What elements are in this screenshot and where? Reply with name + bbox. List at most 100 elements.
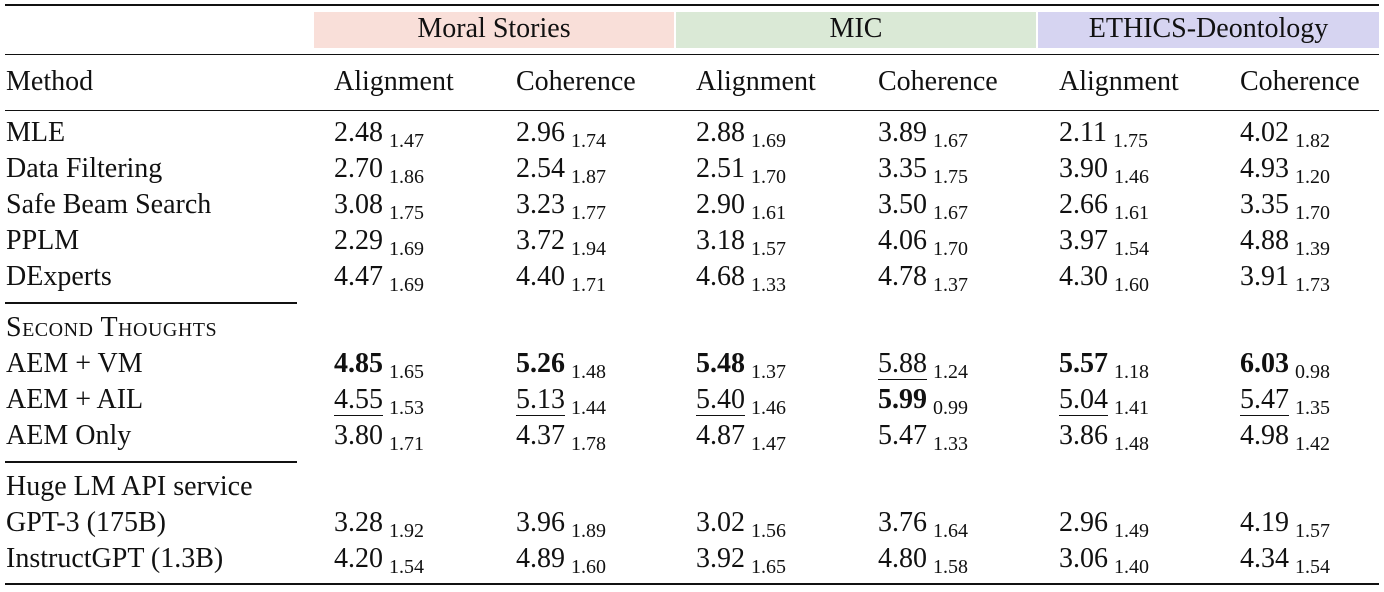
score-std: 1.47 [389,130,424,152]
score-std: 1.33 [933,433,968,455]
score-mean: 2.29 [334,225,383,256]
score-cell: 3.72 1.94 [516,223,606,261]
score-cell: 5.04 1.41 [1059,382,1149,420]
score-cell: 4.93 1.20 [1240,151,1330,189]
method-name-pplm: PPLM [6,225,80,256]
score-mean: 3.89 [878,117,927,148]
score-cell: 3.89 1.67 [878,115,968,153]
score-cell: 2.51 1.70 [696,151,786,189]
column-header-rule [5,110,1379,111]
score-mean: 6.03 [1240,348,1289,379]
score-mean: 3.08 [334,189,383,220]
score-cell: 4.06 1.70 [878,223,968,261]
score-std: 1.46 [751,397,786,419]
score-mean: 4.37 [516,420,565,451]
score-std: 1.60 [1114,274,1149,296]
score-std: 1.74 [571,130,606,152]
score-cell: 4.85 1.65 [334,346,424,384]
score-mean: 4.20 [334,543,383,574]
score-mean: 3.50 [878,189,927,220]
score-cell: 2.11 1.75 [1059,115,1148,153]
score-cell: 4.34 1.54 [1240,541,1330,579]
score-mean: 5.40 [696,384,745,416]
score-mean: 4.78 [878,261,927,292]
score-cell: 3.92 1.65 [696,541,786,579]
score-cell: 5.47 1.35 [1240,382,1330,420]
column-header-coherence: Coherence [516,66,636,97]
score-mean: 5.26 [516,348,565,379]
score-std: 1.18 [1114,361,1149,383]
score-mean: 3.02 [696,507,745,538]
score-cell: 3.50 1.67 [878,187,968,225]
score-cell: 4.37 1.78 [516,418,606,456]
score-std: 1.42 [1295,433,1330,455]
score-cell: 2.54 1.87 [516,151,606,189]
score-cell: 4.68 1.33 [696,259,786,297]
score-cell: 5.26 1.48 [516,346,606,384]
score-std: 1.82 [1295,130,1330,152]
score-cell: 3.28 1.92 [334,505,424,543]
score-std: 1.67 [933,202,968,224]
score-mean: 2.11 [1059,117,1107,148]
column-header-method: Method [6,66,94,97]
score-std: 1.71 [389,433,424,455]
score-cell: 2.48 1.47 [334,115,424,153]
score-cell: 4.80 1.58 [878,541,968,579]
score-std: 1.69 [751,130,786,152]
score-mean: 4.88 [1240,225,1289,256]
score-std: 1.75 [933,166,968,188]
method-name-dexperts: DExperts [6,261,112,292]
score-mean: 2.54 [516,153,565,184]
score-std: 1.94 [571,238,606,260]
score-mean: 2.51 [696,153,745,184]
score-std: 1.64 [933,520,968,542]
score-cell: 3.08 1.75 [334,187,424,225]
score-mean: 4.93 [1240,153,1289,184]
score-cell: 4.40 1.71 [516,259,606,297]
score-mean: 3.86 [1059,420,1108,451]
score-cell: 2.29 1.69 [334,223,424,261]
score-cell: 3.35 1.70 [1240,187,1330,225]
section-title-second-thoughts: Second Thoughts [6,312,218,343]
score-mean: 3.06 [1059,543,1108,574]
score-cell: 3.18 1.57 [696,223,786,261]
score-mean: 4.40 [516,261,565,292]
score-mean: 3.92 [696,543,745,574]
score-cell: 3.97 1.54 [1059,223,1149,261]
score-std: 1.89 [571,520,606,542]
score-cell: 3.80 1.71 [334,418,424,456]
column-header-alignment: Alignment [696,66,816,97]
score-mean: 5.04 [1059,384,1108,416]
score-mean: 4.06 [878,225,927,256]
score-std: 1.65 [389,361,424,383]
score-cell: 2.90 1.61 [696,187,786,225]
score-mean: 3.35 [1240,189,1289,220]
score-std: 1.48 [1114,433,1149,455]
score-std: 1.75 [1112,130,1148,152]
score-std: 1.73 [1295,274,1330,296]
score-cell: 5.48 1.37 [696,346,786,384]
score-std: 1.56 [751,520,786,542]
score-mean: 3.91 [1240,261,1289,292]
score-mean: 3.72 [516,225,565,256]
score-mean: 4.80 [878,543,927,574]
score-std: 1.57 [1295,520,1330,542]
score-std: 1.87 [571,166,606,188]
score-mean: 4.02 [1240,117,1289,148]
score-mean: 2.48 [334,117,383,148]
score-cell: 4.89 1.60 [516,541,606,579]
score-mean: 4.85 [334,348,383,379]
score-cell: 4.47 1.69 [334,259,424,297]
score-cell: 5.40 1.46 [696,382,786,420]
score-mean: 4.89 [516,543,565,574]
group-header-mic: MIC [676,12,1036,48]
score-mean: 2.96 [516,117,565,148]
score-cell: 3.86 1.48 [1059,418,1149,456]
score-std: 1.70 [933,238,968,260]
score-cell: 4.30 1.60 [1059,259,1149,297]
score-std: 1.58 [933,556,968,578]
score-std: 1.69 [389,274,424,296]
score-mean: 2.88 [696,117,745,148]
score-cell: 3.06 1.40 [1059,541,1149,579]
score-std: 1.39 [1295,238,1330,260]
